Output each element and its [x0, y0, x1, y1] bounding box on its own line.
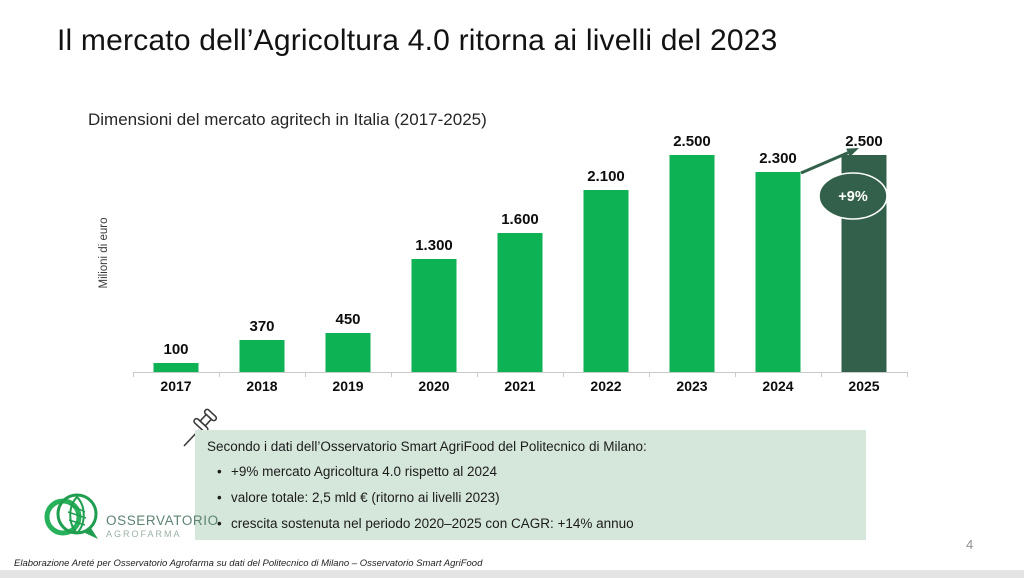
bar-slot: 2.300	[735, 139, 821, 372]
bar-value-label: 100	[163, 341, 189, 358]
growth-arrow-line	[800, 151, 849, 175]
bar-2017	[153, 363, 199, 372]
chart-title: Dimensioni del mercato agritech in Itali…	[88, 110, 487, 129]
x-axis-labels: 2017 2018 2019 2020 2021 2022 2023 2024 2025	[133, 378, 907, 394]
x-axis-label: 2020	[418, 378, 450, 394]
bar-value-label: 370	[249, 318, 275, 335]
callout-bullet-row: +9% mercato Agricoltura 4.0 rispetto al …	[207, 463, 854, 480]
bar-slot: 1.600	[477, 139, 563, 372]
bar-slot: 1.300	[391, 139, 477, 372]
growth-badge-label: +9%	[838, 189, 868, 205]
agrofarma-logo-text: OSSERVATORIO AGROFARMA	[106, 513, 219, 539]
growth-annotation: +9%	[800, 148, 888, 220]
bar-2019	[325, 333, 371, 372]
x-axis-label: 2019	[332, 378, 364, 394]
bar-value-label: 450	[335, 311, 361, 328]
callout-bullet: +9% mercato Agricoltura 4.0 rispetto al …	[231, 464, 498, 479]
bar-2018	[239, 340, 285, 372]
y-axis-label: Milioni di euro	[98, 217, 110, 289]
x-axis-tick	[391, 373, 477, 377]
x-axis-label: 2025	[848, 378, 880, 394]
x-axis-tick	[133, 373, 219, 377]
bullet-dot-icon	[217, 489, 231, 506]
bar-2023	[669, 155, 715, 372]
bullet-dot-icon	[217, 463, 231, 480]
bar-slot: 2.100	[563, 139, 649, 372]
bar-slot: 450	[305, 139, 391, 372]
footer-credit: Elaborazione Areté per Osservatorio Agro…	[14, 558, 483, 569]
bar-slot: 100	[133, 139, 219, 372]
callout-bullet-row: valore totale: 2,5 mld € (ritorno ai liv…	[207, 489, 854, 506]
callout-intro: Secondo i dati dell’Osservatorio Smart A…	[207, 439, 647, 454]
x-axis-tick	[219, 373, 305, 377]
callout-bullet-row: crescita sostenuta nel periodo 2020–2025…	[207, 515, 854, 532]
bar-value-label: 2.500	[845, 133, 883, 150]
callout-bullet: crescita sostenuta nel periodo 2020–2025…	[231, 516, 634, 531]
x-axis-tick	[305, 373, 391, 377]
x-axis-label: 2018	[246, 378, 278, 394]
bar-2021	[497, 233, 543, 372]
growth-badge-ellipse	[818, 172, 888, 220]
bar-slot: 370	[219, 139, 305, 372]
slide-title: Il mercato dell’Agricoltura 4.0 ritorna …	[57, 24, 778, 57]
bar-2020	[411, 259, 457, 372]
bar-value-label: 2.100	[587, 168, 625, 185]
x-axis-tick	[563, 373, 649, 377]
callout-box: Secondo i dati dell’Osservatorio Smart A…	[195, 430, 866, 540]
x-axis-label: 2024	[762, 378, 794, 394]
bars: 100 370 450 1.300 1.600 2.100 2.500 2.300 2.500	[133, 133, 907, 372]
x-axis-line	[133, 372, 908, 377]
logo-name: OSSERVATORIO	[106, 513, 219, 528]
logo-subname: AGROFARMA	[106, 529, 182, 539]
x-axis-label: 2017	[160, 378, 192, 394]
x-axis-tick	[477, 373, 563, 377]
bar-2022	[583, 190, 629, 372]
bar-value-label: 1.600	[501, 211, 539, 228]
x-axis-tick	[735, 373, 821, 377]
x-axis-tick	[649, 373, 735, 377]
growth-arrow-head	[846, 148, 859, 157]
bottom-strip	[0, 570, 1024, 578]
x-axis-label: 2023	[676, 378, 708, 394]
bar-value-label: 1.300	[415, 237, 453, 254]
bar-2024	[755, 172, 801, 372]
bar-value-label: 2.300	[759, 150, 797, 167]
x-axis-label: 2021	[504, 378, 536, 394]
bar-value-label: 2.500	[673, 133, 711, 150]
bullet-dot-icon	[217, 515, 231, 532]
agrofarma-logo-icon	[44, 493, 98, 539]
agrofarma-logo: OSSERVATORIO AGROFARMA	[42, 484, 219, 542]
x-axis-label: 2022	[590, 378, 622, 394]
callout-bullet: valore totale: 2,5 mld € (ritorno ai liv…	[231, 490, 500, 505]
page-number: 4	[966, 537, 974, 552]
bar-slot: 2.500	[649, 133, 735, 372]
x-axis-tick	[821, 373, 907, 377]
